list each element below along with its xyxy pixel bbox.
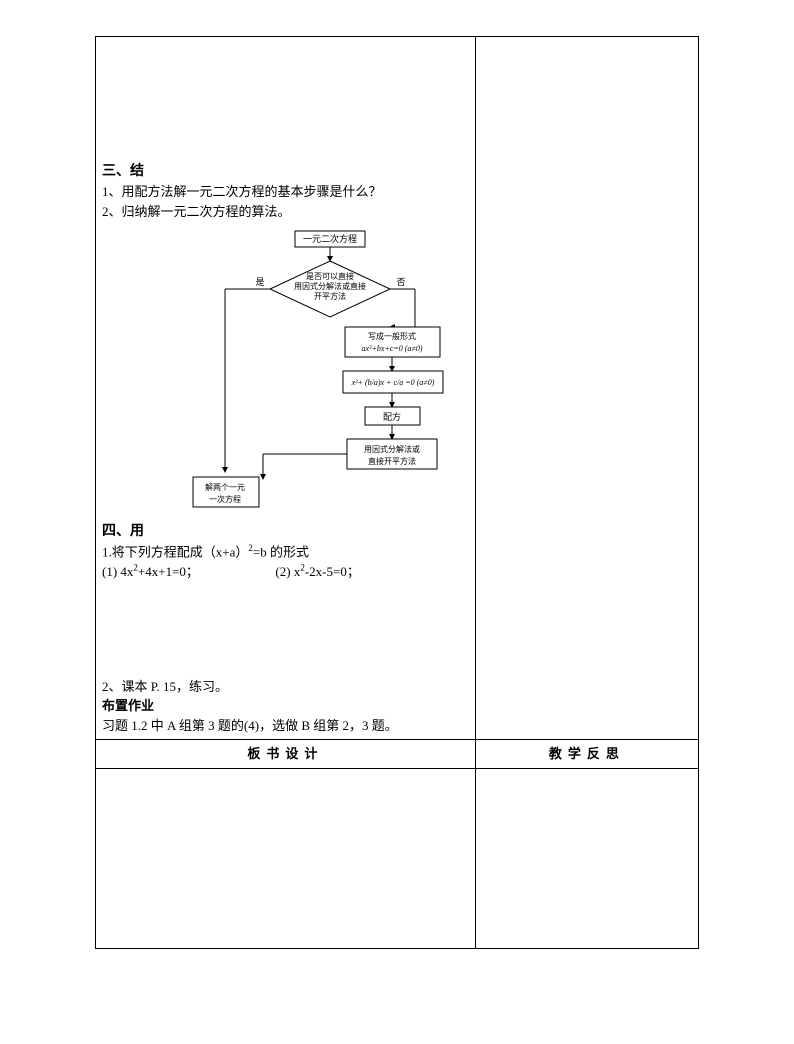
homework-title: 布置作业 bbox=[102, 696, 469, 716]
flow-s3: 配方 bbox=[383, 411, 401, 422]
section4-title: 四、用 bbox=[102, 521, 469, 542]
flow-s4l2: 直接开平方法 bbox=[368, 456, 416, 466]
lesson-plan-table: 三、结 1、用配方法解一元二次方程的基本步骤是什么？ 2、归纳解一元二次方程的算… bbox=[95, 36, 699, 949]
section4-q1: 1.将下列方程配成（x+a）2=b 的形式 bbox=[102, 542, 469, 562]
main-content-cell: 三、结 1、用配方法解一元二次方程的基本步骤是什么？ 2、归纳解一元二次方程的算… bbox=[96, 37, 476, 740]
section3-q1: 1、用配方法解一元二次方程的基本步骤是什么？ bbox=[102, 182, 469, 202]
board-design-cell bbox=[96, 768, 476, 948]
section3-q2: 2、归纳解一元二次方程的算法。 bbox=[102, 202, 469, 222]
flow-no: 否 bbox=[397, 277, 406, 287]
homework-text: 习题 1.2 中 A 组第 3 题的(4)，选做 B 组第 2，3 题。 bbox=[102, 716, 469, 736]
algorithm-flowchart: 一元二次方程 是否可以直接 用因式分解法或直接 开平方法 是 否 写成一般形式 … bbox=[115, 227, 455, 517]
flow-dec-l2: 用因式分解法或直接 bbox=[294, 281, 366, 291]
flow-fl1: 解两个一元 bbox=[205, 482, 245, 492]
flow-dec-l1: 是否可以直接 bbox=[306, 271, 354, 281]
section4-equations: (1) 4x2+4x+1=0； (2) x2-2x-5=0； bbox=[102, 562, 469, 582]
flow-s1l1: 写成一般形式 bbox=[368, 331, 416, 341]
section4-q2: 2、课本 P. 15，练习。 bbox=[102, 677, 469, 697]
notes-cell bbox=[475, 37, 698, 740]
footer-col1-header: 板书设计 bbox=[96, 740, 476, 769]
reflection-cell bbox=[475, 768, 698, 948]
flow-start: 一元二次方程 bbox=[303, 233, 357, 244]
flow-dec-l3: 开平方法 bbox=[314, 291, 346, 301]
flow-yes: 是 bbox=[256, 277, 265, 287]
section3-title: 三、结 bbox=[102, 161, 469, 182]
svg-text:ax²+bx+c=0 (a≠0): ax²+bx+c=0 (a≠0) bbox=[362, 344, 423, 353]
svg-text:x²+ (b/a)x + c/a =0 (a≠0): x²+ (b/a)x + c/a =0 (a≠0) bbox=[351, 378, 435, 387]
flow-fl2: 一次方程 bbox=[209, 494, 241, 504]
flow-s4l1: 用因式分解法或 bbox=[364, 444, 420, 454]
footer-col2-header: 教学反思 bbox=[475, 740, 698, 769]
